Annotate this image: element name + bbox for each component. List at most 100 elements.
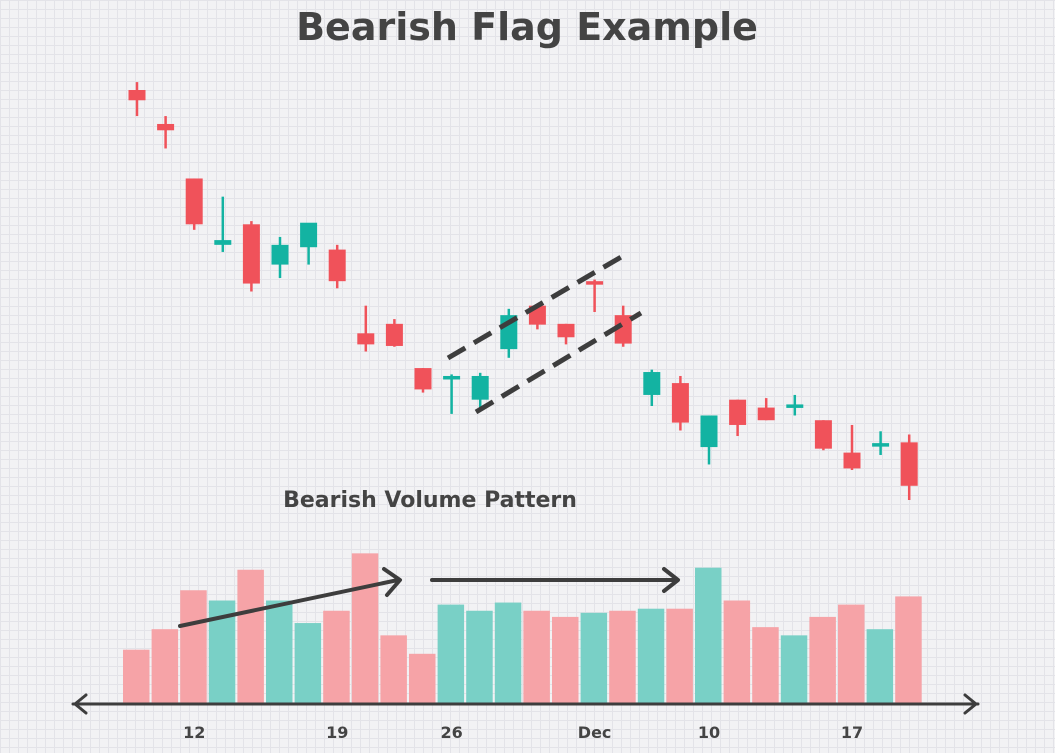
candle-body xyxy=(557,323,575,338)
volume-bar xyxy=(838,604,865,703)
candle xyxy=(242,221,260,292)
candle-body xyxy=(814,420,832,449)
x-axis-left-arrowhead xyxy=(73,693,88,715)
x-tick-label: 26 xyxy=(440,723,462,742)
candle-body xyxy=(242,224,260,284)
volume-bar xyxy=(809,616,836,703)
volume-bar xyxy=(866,629,894,703)
candle-body xyxy=(643,372,661,395)
x-axis-right-arrowhead xyxy=(963,693,978,715)
rising-volume-arrowhead xyxy=(382,567,402,597)
volume-bar xyxy=(437,604,465,703)
volume-bar xyxy=(180,590,207,703)
x-tick-label: Dec xyxy=(578,723,612,742)
candle-body xyxy=(128,90,146,101)
flat-volume-arrowhead xyxy=(662,567,680,593)
candle xyxy=(157,116,175,149)
candle xyxy=(872,431,890,455)
x-axis-ticks: 12 19 26 Dec 10 17 xyxy=(183,723,863,742)
candle xyxy=(471,372,489,408)
candle xyxy=(557,323,575,345)
candle xyxy=(586,279,604,312)
x-axis xyxy=(71,693,980,715)
volume-bar xyxy=(523,610,550,703)
candle-body xyxy=(328,249,346,282)
volume-bar xyxy=(294,623,322,703)
candle xyxy=(643,369,661,406)
candle xyxy=(786,394,804,416)
candle-body xyxy=(214,240,232,245)
volume-bar xyxy=(637,608,665,703)
volume-bar xyxy=(266,600,293,703)
volume-bar xyxy=(123,649,150,703)
volume-bar xyxy=(151,629,179,703)
candle xyxy=(328,244,346,289)
candle xyxy=(729,399,747,437)
candlestick-series xyxy=(128,82,918,501)
candle xyxy=(185,178,203,230)
candle xyxy=(214,196,232,252)
flag-lower-trendline xyxy=(474,310,643,415)
volume-bar xyxy=(609,610,636,703)
candle xyxy=(757,398,775,421)
x-tick-label: 19 xyxy=(326,723,348,742)
candle xyxy=(414,368,432,393)
candle-body xyxy=(357,333,375,345)
candle xyxy=(385,319,403,347)
volume-series xyxy=(123,553,922,703)
candle xyxy=(271,236,289,279)
candle-body xyxy=(872,443,890,447)
candle-body xyxy=(300,222,318,248)
candle xyxy=(900,434,918,501)
candle-body xyxy=(471,375,489,400)
candle xyxy=(357,305,375,352)
volume-bar xyxy=(780,635,808,703)
candle-body xyxy=(671,383,689,423)
volume-bar xyxy=(666,608,693,703)
candle-body xyxy=(729,399,747,425)
volume-bar xyxy=(323,610,350,703)
candle-body xyxy=(757,407,775,421)
candle xyxy=(700,415,718,465)
candle xyxy=(128,82,146,117)
candle-body xyxy=(271,244,289,265)
x-tick-label: 17 xyxy=(841,723,863,742)
candle-body xyxy=(786,404,804,408)
candle xyxy=(614,305,632,347)
flag-channel xyxy=(446,250,643,415)
chart-title: Bearish Flag Example xyxy=(296,5,758,49)
volume-bar xyxy=(494,602,522,703)
volume-bar xyxy=(409,653,436,703)
volume-bar xyxy=(552,616,579,703)
volume-bar xyxy=(237,569,264,703)
candle-body xyxy=(843,452,861,469)
rising-volume-arrow-line xyxy=(178,578,400,628)
candle-body xyxy=(414,368,432,390)
x-tick-label: 10 xyxy=(698,723,720,742)
flag-upper-trendline xyxy=(446,250,630,361)
volume-bar xyxy=(380,635,407,703)
candle-body xyxy=(900,442,918,486)
volume-bar xyxy=(752,627,779,703)
volume-bar xyxy=(580,612,608,703)
volume-bar xyxy=(466,610,493,703)
candle-body xyxy=(443,375,461,380)
volume-bar xyxy=(351,553,379,703)
candle-body xyxy=(157,123,175,131)
candle xyxy=(843,424,861,470)
candle-body xyxy=(614,315,632,344)
candle xyxy=(443,374,461,414)
candle xyxy=(671,375,689,431)
volume-bar xyxy=(723,600,751,703)
candle-body xyxy=(700,415,718,448)
candle-body xyxy=(586,281,604,285)
volume-bar xyxy=(895,596,922,703)
candle xyxy=(300,222,318,265)
volume-bar xyxy=(695,567,722,703)
x-tick-label: 12 xyxy=(183,723,205,742)
volume-subtitle: Bearish Volume Pattern xyxy=(283,488,577,513)
candle-body xyxy=(185,178,203,225)
volume-trend-arrows xyxy=(178,567,680,628)
candle xyxy=(814,420,832,451)
